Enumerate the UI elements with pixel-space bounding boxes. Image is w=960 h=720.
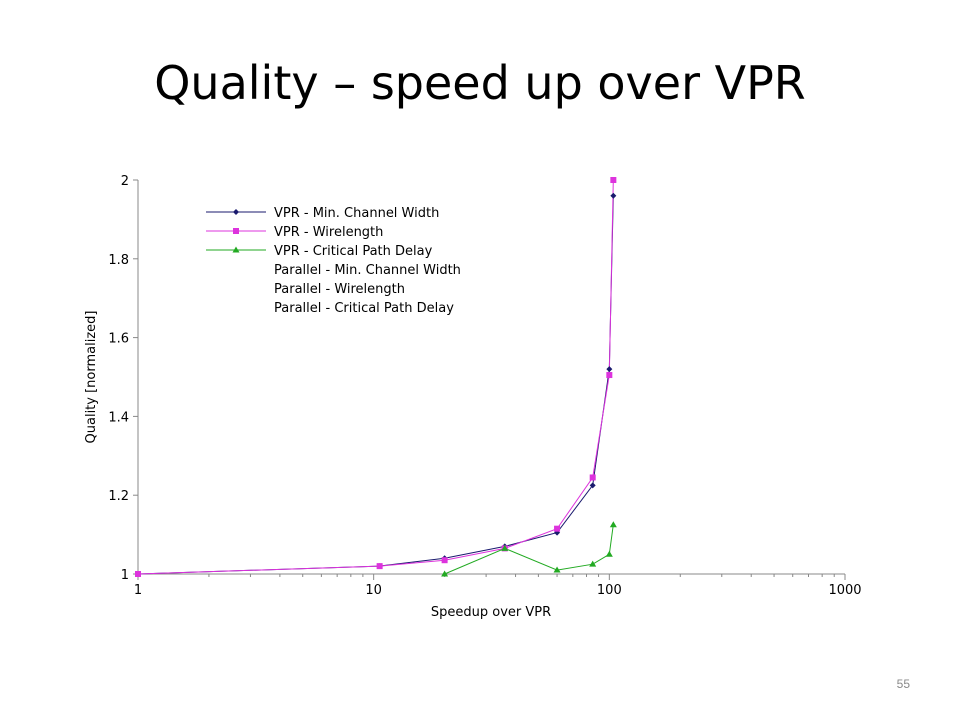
series-line-2 <box>444 524 614 575</box>
y-tick-label: 1 <box>121 568 129 583</box>
data-point-1 <box>610 177 617 183</box>
data-point-1 <box>606 372 613 379</box>
data-point-1 <box>135 571 141 577</box>
series-lines <box>137 179 614 575</box>
x-axis-ticks: 1 10 100 1000 <box>134 574 862 598</box>
series-line-1 <box>137 179 614 575</box>
x-tick-label: 1000 <box>828 583 861 598</box>
data-point-2 <box>605 550 613 557</box>
data-point-0 <box>610 192 617 199</box>
legend-label: Parallel - Wirelength <box>274 282 405 297</box>
y-tick-label: 1.2 <box>108 489 129 504</box>
y-tick-label: 1.6 <box>108 332 129 347</box>
y-axis-ticks: 1 1.2 1.4 1.6 1.8 2 <box>108 174 138 583</box>
legend-label: Parallel - Critical Path Delay <box>274 301 454 316</box>
series-markers <box>135 177 617 577</box>
slide-title: Quality – speed up over VPR <box>154 56 806 110</box>
page-number: 55 <box>896 677 910 691</box>
x-tick-label: 10 <box>365 583 382 598</box>
y-axis-label: Quality [normalized] <box>84 311 99 444</box>
legend-swatch-marker <box>233 209 239 215</box>
data-point-0 <box>589 482 596 489</box>
data-point-1 <box>441 557 448 564</box>
legend-swatch-marker <box>232 246 240 253</box>
data-point-2 <box>589 560 597 567</box>
data-point-2 <box>501 544 509 551</box>
data-point-1 <box>554 525 561 532</box>
x-tick-label: 100 <box>597 583 622 598</box>
x-axis-label: Speedup over VPR <box>431 605 551 620</box>
legend-swatch-marker <box>233 228 239 234</box>
data-point-2 <box>441 570 449 577</box>
legend-label: VPR - Wirelength <box>274 225 383 240</box>
y-tick-label: 2 <box>121 174 129 189</box>
legend-label: Parallel - Min. Channel Width <box>274 263 461 278</box>
y-tick-label: 1.4 <box>108 410 129 425</box>
x-tick-label: 1 <box>134 583 142 598</box>
legend-label: VPR - Min. Channel Width <box>274 206 439 221</box>
data-point-2 <box>609 521 617 528</box>
data-point-1 <box>589 474 596 481</box>
data-point-2 <box>553 566 561 573</box>
legend: VPR - Min. Channel Width VPR - Wirelength… <box>206 206 461 316</box>
data-point-1 <box>376 563 383 570</box>
legend-label: VPR - Critical Path Delay <box>274 244 433 259</box>
data-point-0 <box>606 366 613 373</box>
y-tick-label: 1.8 <box>108 253 129 268</box>
